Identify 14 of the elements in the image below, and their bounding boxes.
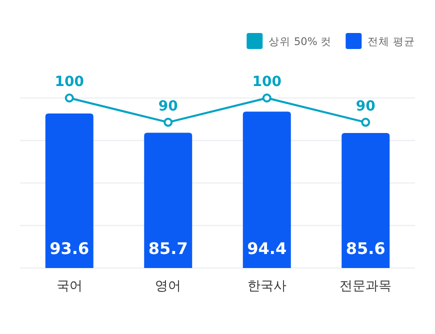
data-label: 85.6 — [346, 239, 386, 258]
data-label: 85.7 — [148, 239, 188, 258]
legend-label: 전체 평균 — [368, 36, 415, 48]
x-tick-label: 영어 — [155, 279, 182, 294]
data-label: 94.4 — [247, 239, 287, 258]
x-tick-label: 국어 — [56, 279, 82, 294]
data-label: 93.6 — [50, 239, 90, 258]
x-tick-label: 전문과목 — [340, 279, 392, 294]
data-label: 100 — [54, 74, 84, 90]
legend-label: 상위 50% 컷 — [268, 36, 332, 48]
data-label: 90 — [356, 98, 376, 114]
data-label: 90 — [158, 98, 178, 114]
data-label: 100 — [252, 74, 282, 90]
x-tick-label: 한국사 — [247, 279, 286, 294]
